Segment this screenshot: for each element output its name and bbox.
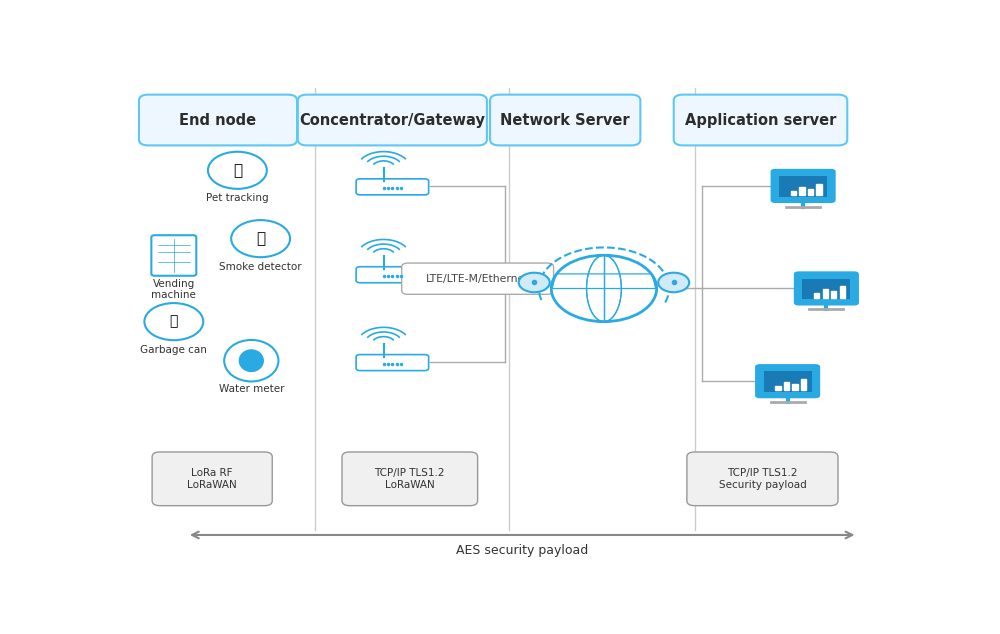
FancyBboxPatch shape	[779, 176, 827, 197]
FancyBboxPatch shape	[674, 94, 847, 145]
FancyBboxPatch shape	[402, 263, 554, 294]
FancyBboxPatch shape	[764, 372, 812, 392]
FancyBboxPatch shape	[802, 279, 850, 299]
Text: Garbage can: Garbage can	[140, 345, 207, 354]
Text: End node: End node	[179, 112, 257, 127]
Circle shape	[208, 152, 267, 189]
Bar	[831, 291, 836, 298]
Circle shape	[231, 220, 290, 257]
FancyBboxPatch shape	[356, 354, 429, 371]
Bar	[784, 382, 789, 391]
Text: AES security payload: AES security payload	[456, 544, 588, 557]
Text: Smoke detector: Smoke detector	[219, 262, 302, 271]
Bar	[840, 287, 845, 298]
Circle shape	[551, 256, 657, 321]
Bar	[792, 384, 798, 391]
Bar	[801, 379, 806, 391]
Text: 🗑: 🗑	[170, 314, 178, 328]
Text: TCP/IP TLS1.2
LoRaWAN: TCP/IP TLS1.2 LoRaWAN	[375, 468, 445, 489]
FancyBboxPatch shape	[298, 94, 487, 145]
Text: Vending
machine: Vending machine	[151, 279, 196, 301]
FancyBboxPatch shape	[755, 364, 820, 398]
Circle shape	[658, 273, 689, 292]
FancyBboxPatch shape	[139, 94, 297, 145]
FancyBboxPatch shape	[152, 452, 272, 506]
Text: 🔥: 🔥	[256, 231, 265, 246]
Ellipse shape	[224, 340, 278, 382]
FancyBboxPatch shape	[687, 452, 838, 506]
Bar	[808, 189, 813, 195]
FancyBboxPatch shape	[151, 235, 196, 276]
FancyBboxPatch shape	[356, 267, 429, 283]
Text: Network Server: Network Server	[500, 112, 630, 127]
Circle shape	[519, 273, 550, 292]
Polygon shape	[239, 350, 263, 372]
Bar	[814, 294, 819, 298]
Bar	[775, 386, 781, 391]
Text: TCP/IP TLS1.2
Security payload: TCP/IP TLS1.2 Security payload	[719, 468, 806, 489]
FancyBboxPatch shape	[356, 179, 429, 195]
Bar	[799, 186, 805, 195]
Bar	[816, 184, 822, 195]
Text: Water meter: Water meter	[219, 384, 284, 394]
FancyBboxPatch shape	[794, 271, 859, 306]
Text: Concentrator/Gateway: Concentrator/Gateway	[299, 112, 485, 127]
Text: Application server: Application server	[685, 112, 836, 127]
FancyBboxPatch shape	[490, 94, 640, 145]
Bar	[791, 191, 796, 195]
Bar	[822, 289, 828, 298]
Circle shape	[144, 303, 203, 340]
Text: Pet tracking: Pet tracking	[206, 193, 269, 204]
Text: 🐕: 🐕	[233, 163, 242, 178]
FancyBboxPatch shape	[342, 452, 478, 506]
FancyBboxPatch shape	[771, 169, 836, 203]
Text: LTE/LTE-M/Ethernet: LTE/LTE-M/Ethernet	[426, 274, 529, 283]
Text: LoRa RF
LoRaWAN: LoRa RF LoRaWAN	[187, 468, 237, 489]
